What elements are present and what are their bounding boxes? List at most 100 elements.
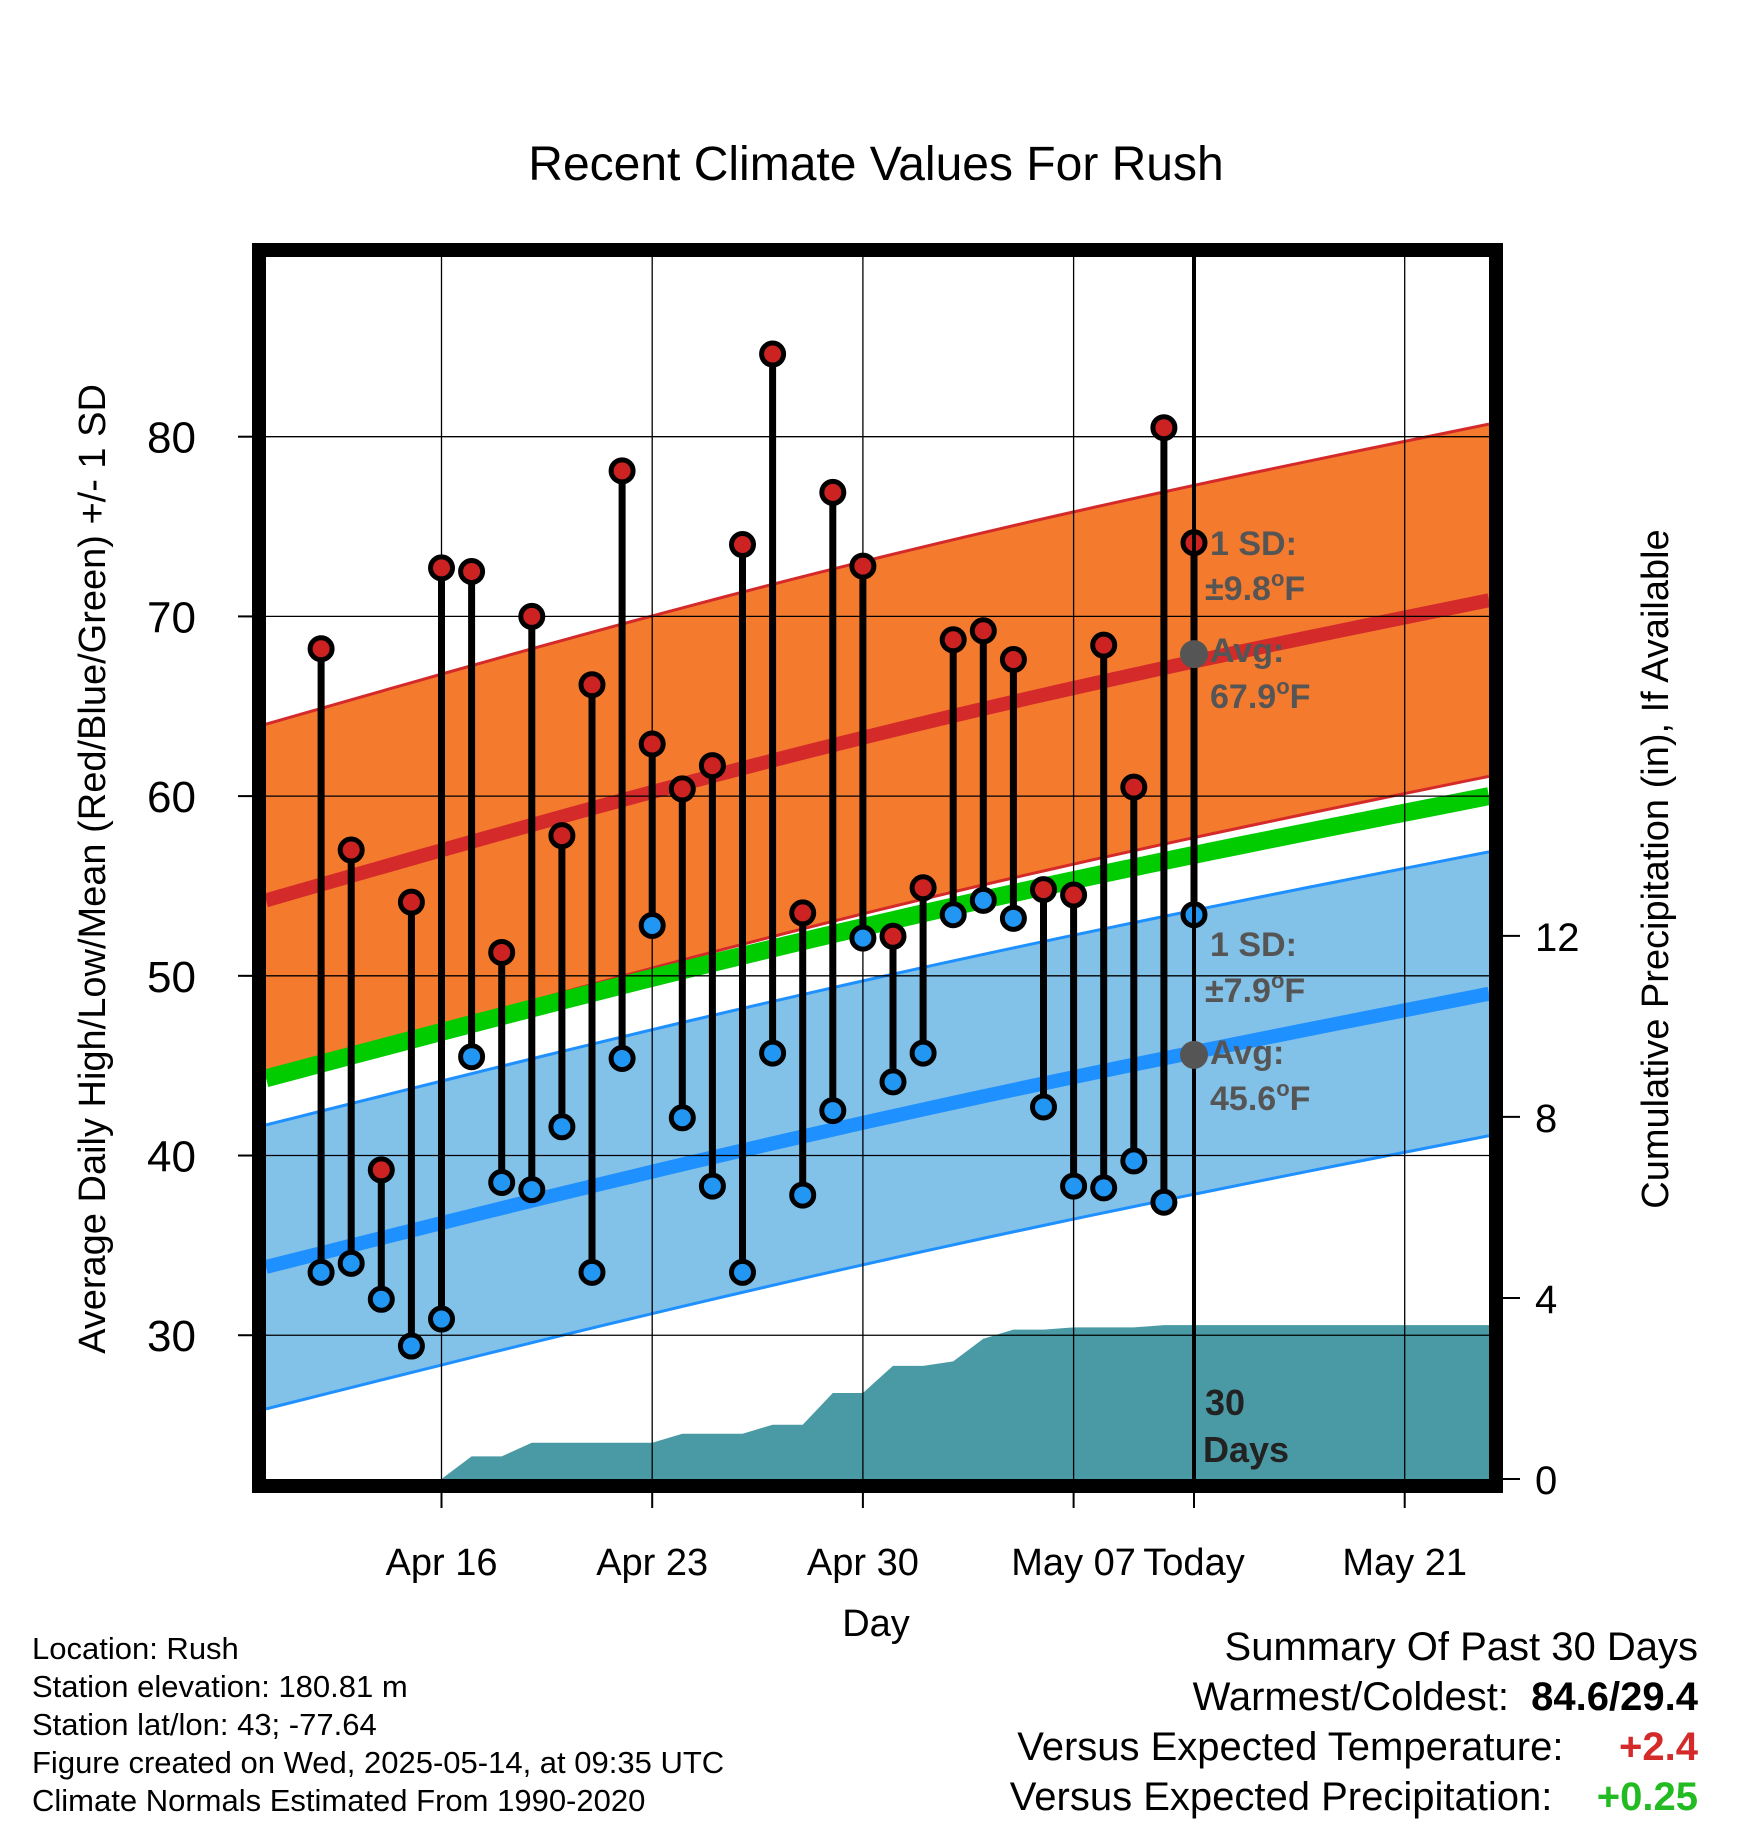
high-point xyxy=(307,635,335,663)
high-point xyxy=(1150,414,1178,442)
low-point xyxy=(1090,1174,1118,1202)
low-point xyxy=(458,1043,486,1071)
axes: 30 40 50 60 70 80 0 4 8 12 Apr 16 Apr 23 Apr 30 May 0… xyxy=(147,414,1579,1584)
today-high-avg-dot xyxy=(1180,640,1208,669)
high-sd-label: 1 SD: xyxy=(1210,525,1297,563)
low-point xyxy=(578,1258,606,1286)
y-tick-label: 70 xyxy=(147,593,196,642)
high-point xyxy=(1060,881,1088,909)
high-point xyxy=(668,775,696,803)
normals-text: Climate Normals Estimated From 1990-2020 xyxy=(32,1783,646,1818)
high-point xyxy=(638,730,666,758)
low-point xyxy=(1150,1188,1178,1216)
location-text: Location: Rush xyxy=(32,1631,239,1666)
low-point xyxy=(488,1168,516,1196)
temp-label: Versus Expected Temperature: xyxy=(1017,1725,1564,1769)
high-avg-label: Avg: xyxy=(1210,632,1284,670)
low-point xyxy=(367,1285,395,1313)
low-point xyxy=(909,1039,937,1067)
chart-title: Recent Climate Values For Rush xyxy=(528,138,1223,191)
high-point xyxy=(608,457,636,485)
high-point xyxy=(759,340,787,368)
plot-area xyxy=(266,422,1489,1479)
low-point xyxy=(337,1249,365,1277)
high-point xyxy=(1120,773,1148,801)
precip-area xyxy=(321,1325,1489,1479)
low-sd-band xyxy=(266,851,1489,1409)
low-point xyxy=(879,1068,907,1096)
created-text: Figure created on Wed, 2025-05-14, at 09… xyxy=(32,1745,725,1780)
y2-tick-label: 8 xyxy=(1535,1097,1557,1141)
x-axis-label: Day xyxy=(842,1603,910,1645)
low-point xyxy=(999,904,1027,932)
low-sd-upper-edge xyxy=(266,850,1489,1127)
low-point xyxy=(548,1113,576,1141)
x-tick-label: Apr 23 xyxy=(596,1542,708,1584)
elevation-text: Station elevation: 180.81 m xyxy=(32,1669,408,1704)
low-point xyxy=(698,1172,726,1200)
high-point xyxy=(729,531,756,559)
low-point xyxy=(518,1176,546,1204)
low-point xyxy=(1120,1147,1148,1175)
low-point xyxy=(668,1104,696,1132)
low-point xyxy=(759,1039,787,1067)
plot-frame xyxy=(252,243,1503,1493)
x-tick-label: May 21 xyxy=(1342,1542,1467,1584)
precip-value: +0.25 xyxy=(1596,1775,1698,1819)
precip-label: Versus Expected Precipitation: xyxy=(1009,1775,1553,1819)
y-tick-label: 50 xyxy=(147,953,196,1002)
low-point xyxy=(397,1332,425,1360)
high-point xyxy=(428,554,455,582)
x-tick-label: Apr 16 xyxy=(386,1542,498,1584)
y2-axis-label: Cumulative Precipitation (in), If Availa… xyxy=(1635,529,1677,1208)
y2-tick-label: 0 xyxy=(1535,1459,1557,1503)
latlon-text: Station lat/lon: 43; -77.64 xyxy=(32,1707,377,1742)
summary-panel: Summary Of Past 30 Days Warmest/Coldest:… xyxy=(1010,1622,1698,1822)
high-point xyxy=(337,836,365,864)
high-point xyxy=(548,822,576,850)
warm-cold-label: Warmest/Coldest: xyxy=(1192,1675,1509,1719)
low-point xyxy=(819,1097,847,1125)
high-avg-value: 67.9oF xyxy=(1210,674,1310,716)
low-point xyxy=(608,1044,636,1072)
high-sd-value: ±9.8oF xyxy=(1205,566,1305,608)
high-point xyxy=(518,602,546,630)
high-point xyxy=(879,922,907,950)
station-info: Location: Rush Station elevation: 180.81… xyxy=(32,1630,724,1820)
summary-temp: Versus Expected Temperature: +2.4 xyxy=(1010,1722,1698,1772)
y-axis-label: Average Daily High/Low/Mean (Red/Blue/Gr… xyxy=(72,384,114,1354)
y-tick-label: 60 xyxy=(147,773,196,822)
high-point xyxy=(939,626,967,654)
high-point xyxy=(1090,631,1118,659)
summary-precip: Versus Expected Precipitation: +0.25 xyxy=(1010,1772,1698,1822)
x-tick-label: Today xyxy=(1143,1542,1244,1584)
summary-title: Summary Of Past 30 Days xyxy=(1224,1625,1698,1669)
y2-tick-label: 12 xyxy=(1535,916,1580,960)
low-point xyxy=(939,901,967,929)
high-point xyxy=(999,646,1027,674)
low-sd-lower-edge xyxy=(266,1134,1489,1411)
low-normal-line xyxy=(266,986,1489,1274)
y-tick-label: 80 xyxy=(147,414,196,463)
high-point xyxy=(488,938,516,966)
x-tick-label: Apr 30 xyxy=(807,1542,919,1584)
high-sd-band xyxy=(266,424,1489,1077)
low-point xyxy=(638,912,666,940)
today-days-number: 30 xyxy=(1205,1382,1245,1423)
low-point xyxy=(1060,1172,1088,1200)
low-point xyxy=(729,1258,756,1286)
low-point xyxy=(789,1181,817,1209)
today-days-word: Days xyxy=(1203,1429,1289,1470)
y-tick-label: 40 xyxy=(147,1133,196,1182)
y2-tick-label: 4 xyxy=(1535,1278,1557,1322)
low-point xyxy=(969,886,997,914)
high-point xyxy=(397,888,425,916)
low-sd-label: 1 SD: xyxy=(1210,926,1297,964)
today-low-avg-dot xyxy=(1180,1040,1208,1069)
high-point xyxy=(789,899,817,927)
high-point xyxy=(969,617,997,645)
low-avg-label: Avg: xyxy=(1210,1034,1284,1072)
high-point xyxy=(578,671,606,699)
